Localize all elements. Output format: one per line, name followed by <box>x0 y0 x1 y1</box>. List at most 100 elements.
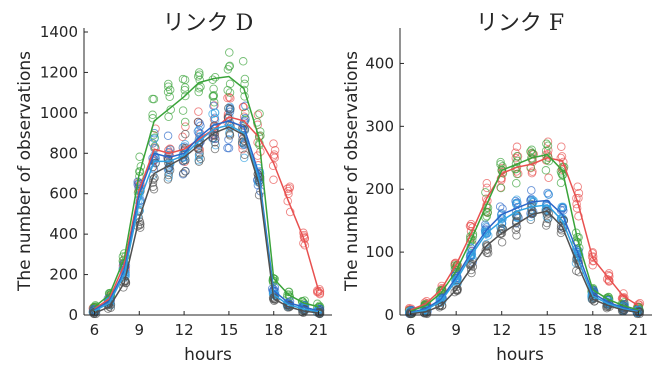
observation-point <box>136 219 145 229</box>
observation-point <box>195 148 204 158</box>
y-tick-label: 0 <box>384 306 394 324</box>
y-tick-label: 0 <box>68 306 78 324</box>
observation-point <box>512 169 522 179</box>
y-tick-label: 800 <box>49 144 78 162</box>
observation-point <box>543 141 553 150</box>
observation-point <box>452 282 461 292</box>
y-tick-label: 600 <box>49 185 78 203</box>
y-tick-label: 1000 <box>40 104 78 122</box>
observation-point <box>527 145 536 155</box>
observation-point <box>255 109 264 118</box>
observation-point <box>483 248 493 258</box>
observation-point <box>315 285 324 294</box>
x-tick-label: 12 <box>175 321 194 339</box>
observation-point <box>151 158 160 168</box>
observation-point <box>225 61 235 71</box>
observation-point <box>165 165 175 175</box>
observation-point <box>166 105 175 114</box>
observation-point <box>225 88 235 97</box>
observation-point <box>527 186 536 195</box>
observation-point <box>466 265 476 275</box>
observation-point <box>241 108 250 117</box>
observation-point <box>496 160 505 169</box>
observation-point <box>497 238 507 247</box>
observation-point <box>178 132 187 142</box>
observation-point <box>209 91 218 100</box>
observation-point <box>558 202 568 212</box>
observation-point <box>225 79 235 89</box>
observation-point <box>573 182 582 191</box>
observation-point <box>453 284 462 294</box>
observation-point <box>135 220 144 230</box>
observation-point <box>496 183 506 193</box>
series-line <box>410 157 639 311</box>
observation-point <box>181 91 190 101</box>
observation-point <box>556 153 566 163</box>
observation-point <box>210 108 220 117</box>
observation-point <box>542 218 552 228</box>
x-tick-label: 18 <box>583 321 602 339</box>
observation-point <box>178 106 188 115</box>
x-tick-label: 21 <box>629 321 648 339</box>
x-tick-label: 9 <box>135 321 145 339</box>
observation-point <box>194 87 203 97</box>
axes: 0 100 200 300 400 6 9 12 15 18 21 <box>365 28 652 339</box>
trend-lines <box>94 75 320 314</box>
observation-point <box>619 289 628 298</box>
observation-point <box>498 214 507 224</box>
observation-point <box>224 135 233 144</box>
observation-point <box>252 118 262 127</box>
series-line <box>94 124 319 313</box>
observation-point <box>544 189 553 199</box>
observation-point <box>135 152 144 162</box>
observation-point <box>512 178 521 188</box>
axes: 0 200 400 600 800 1000 1200 1400 6 9 12 15 18 21 <box>40 23 332 339</box>
y-tick-label: 1200 <box>40 63 78 81</box>
x-axis-label: hours <box>184 345 232 365</box>
observation-point <box>179 168 188 178</box>
observation-point <box>482 178 492 188</box>
observation-point <box>571 228 581 238</box>
observation-point <box>194 107 203 116</box>
observation-point <box>543 188 552 198</box>
observation-point <box>269 139 278 148</box>
y-tick-label: 300 <box>365 117 394 135</box>
observation-point <box>209 84 218 94</box>
series-line <box>94 126 319 314</box>
observation-point <box>526 147 535 156</box>
x-tick-label: 21 <box>309 321 328 339</box>
observation-point <box>544 173 553 183</box>
observation-point <box>163 155 173 164</box>
x-tick-label: 15 <box>219 321 238 339</box>
observation-point <box>210 144 220 154</box>
observation-point <box>635 309 644 319</box>
observation-point <box>226 93 235 103</box>
y-tick-label: 1400 <box>40 23 78 41</box>
observation-point <box>164 170 173 180</box>
observation-point <box>240 150 249 160</box>
observation-point <box>496 229 506 238</box>
observation-point <box>512 231 521 240</box>
observation-point <box>148 110 157 120</box>
series-line <box>94 116 320 310</box>
series-line <box>94 75 319 308</box>
observation-point <box>150 134 159 144</box>
chart-title: リンク D <box>163 11 254 36</box>
observation-point <box>556 167 566 176</box>
observation-point <box>557 142 566 151</box>
observation-point <box>196 82 205 92</box>
observation-point <box>121 278 131 288</box>
series-line <box>94 120 319 312</box>
observation-point <box>193 72 203 81</box>
observation-point <box>180 117 190 127</box>
observation-point <box>285 207 295 217</box>
observation-point <box>482 183 492 193</box>
observation-point <box>572 204 582 213</box>
observation-point <box>163 175 173 184</box>
observation-point <box>223 143 232 153</box>
observation-point <box>543 137 553 146</box>
observation-point <box>194 84 204 93</box>
chart-title: リンク F <box>476 11 564 36</box>
observation-point <box>180 75 190 85</box>
